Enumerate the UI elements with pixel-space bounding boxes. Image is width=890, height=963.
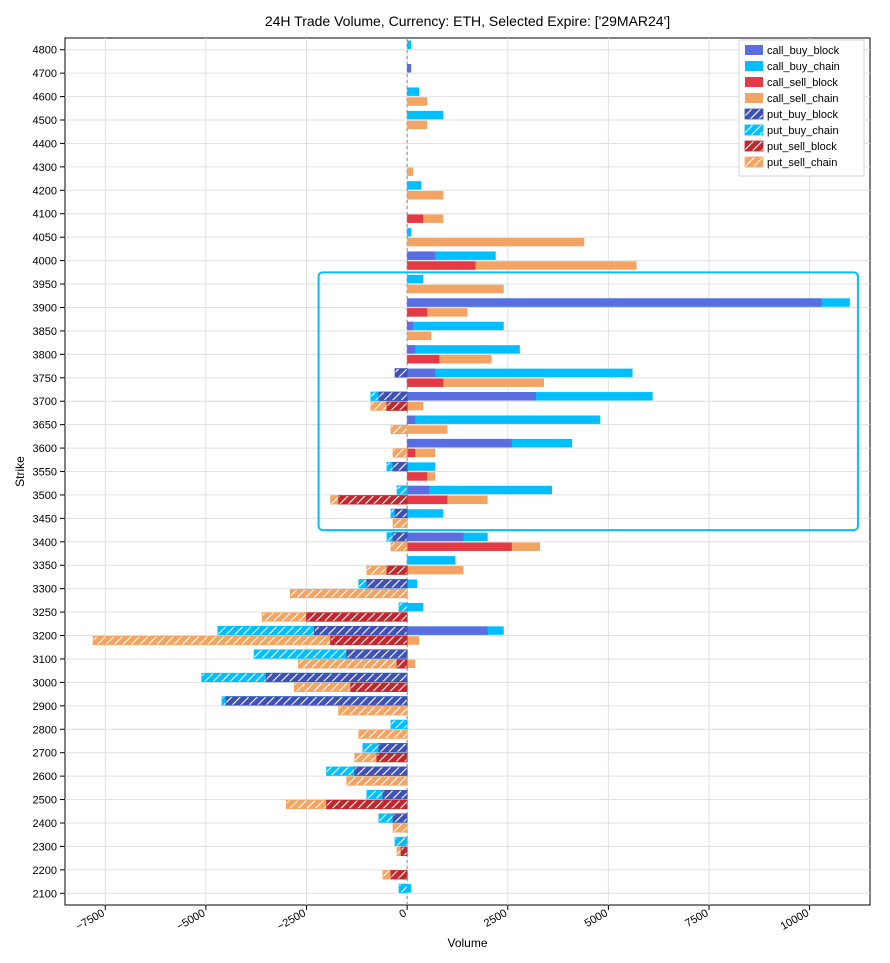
y-tick-label: 3950 <box>33 279 57 291</box>
y-tick-label: 2100 <box>33 888 57 900</box>
y-tick-label: 4300 <box>33 162 57 174</box>
y-tick-label: 4100 <box>33 209 57 221</box>
y-tick-label: 3200 <box>33 631 57 643</box>
x-tick-label: −5000 <box>175 907 208 933</box>
legend-label: call_buy_chain <box>767 61 840 73</box>
y-tick-label: 4700 <box>33 68 57 80</box>
y-tick-label: 2500 <box>33 795 57 807</box>
y-tick-label: 2700 <box>33 748 57 760</box>
chart-container: −7500−5000−25000250050007500100004800470… <box>10 10 880 953</box>
y-tick-label: 3800 <box>33 349 57 361</box>
y-tick-label: 3100 <box>33 654 57 666</box>
y-tick-label: 2600 <box>33 771 57 783</box>
x-tick-label: 5000 <box>583 907 610 930</box>
y-tick-label: 4400 <box>33 138 57 150</box>
y-tick-label: 3350 <box>33 560 57 572</box>
y-tick-label: 3750 <box>33 373 57 385</box>
y-tick-label: 3400 <box>33 537 57 549</box>
legend-label: call_sell_block <box>767 77 838 89</box>
y-tick-label: 3900 <box>33 302 57 314</box>
y-tick-label: 2200 <box>33 865 57 877</box>
y-tick-label: 3700 <box>33 396 57 408</box>
y-tick-label: 3600 <box>33 443 57 455</box>
y-tick-label: 4600 <box>33 92 57 104</box>
y-tick-label: 2400 <box>33 818 57 830</box>
x-tick-label: 7500 <box>683 907 710 930</box>
y-axis-label: Strike <box>13 456 27 487</box>
legend-label: call_buy_block <box>767 45 840 57</box>
y-tick-label: 3500 <box>33 490 57 502</box>
legend-label: put_sell_chain <box>767 157 837 169</box>
y-tick-label: 3000 <box>33 677 57 689</box>
y-tick-label: 4050 <box>33 232 57 244</box>
y-tick-label: 3450 <box>33 513 57 525</box>
legend: call_buy_block call_buy_chain call_sell_bl… <box>739 40 864 176</box>
x-tick-label: 2500 <box>482 907 509 930</box>
y-tick-label: 3650 <box>33 420 57 432</box>
y-tick-label: 2300 <box>33 841 57 853</box>
chart-svg: −7500−5000−25000250050007500100004800470… <box>10 10 880 953</box>
y-tick-label: 2800 <box>33 724 57 736</box>
x-tick-label: −7500 <box>74 907 107 933</box>
legend-label: put_buy_block <box>767 109 838 121</box>
y-tick-label: 3300 <box>33 584 57 596</box>
x-tick-label: 10000 <box>779 907 811 933</box>
y-tick-label: 4000 <box>33 256 57 268</box>
y-tick-label: 3550 <box>33 467 57 479</box>
x-tick-label: −2500 <box>275 907 308 933</box>
y-tick-label: 4500 <box>33 115 57 127</box>
y-tick-label: 2900 <box>33 701 57 713</box>
y-tick-label: 3250 <box>33 607 57 619</box>
chart-title: 24H Trade Volume, Currency: ETH, Selecte… <box>265 13 670 29</box>
x-axis-label: Volume <box>447 936 487 950</box>
legend-label: call_sell_chain <box>767 93 839 105</box>
y-tick-label: 4200 <box>33 185 57 197</box>
legend-label: put_buy_chain <box>767 125 839 137</box>
y-tick-label: 4800 <box>33 45 57 57</box>
y-tick-label: 3850 <box>33 326 57 338</box>
legend-label: put_sell_block <box>767 141 837 153</box>
